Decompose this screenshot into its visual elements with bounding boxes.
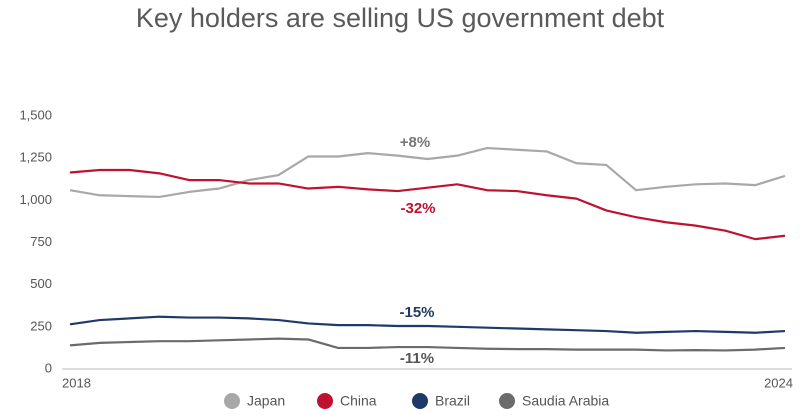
legend-label: China [340, 393, 377, 409]
y-tick-label: 1,500 [19, 107, 52, 122]
y-tick-label: 1,250 [19, 150, 52, 165]
y-tick-label: 500 [30, 276, 52, 291]
y-tick-label: 1,000 [19, 192, 52, 207]
line-series [69, 146, 786, 199]
line-series [69, 337, 786, 352]
y-tick-label: 750 [30, 234, 52, 249]
x-tick-label: 2018 [62, 375, 91, 390]
annotation: -32% [400, 200, 435, 217]
annotation: +8% [400, 134, 430, 151]
chart-title: Key holders are selling US government de… [136, 3, 665, 33]
x-tick-label: 2024 [764, 375, 793, 390]
legend-label: Saudia Arabia [522, 393, 609, 409]
legend-marker [412, 393, 428, 409]
legend-marker [499, 393, 515, 409]
y-tick-label: 0 [45, 360, 52, 375]
legend-label: Japan [247, 393, 285, 409]
legend-label: Brazil [435, 393, 470, 409]
legend-marker [224, 393, 240, 409]
y-tick-label: 250 [30, 318, 52, 333]
line-series [69, 315, 786, 334]
line-series [69, 168, 786, 241]
annotation: -15% [399, 304, 434, 321]
legend-marker [317, 393, 333, 409]
annotation: -11% [400, 350, 434, 367]
